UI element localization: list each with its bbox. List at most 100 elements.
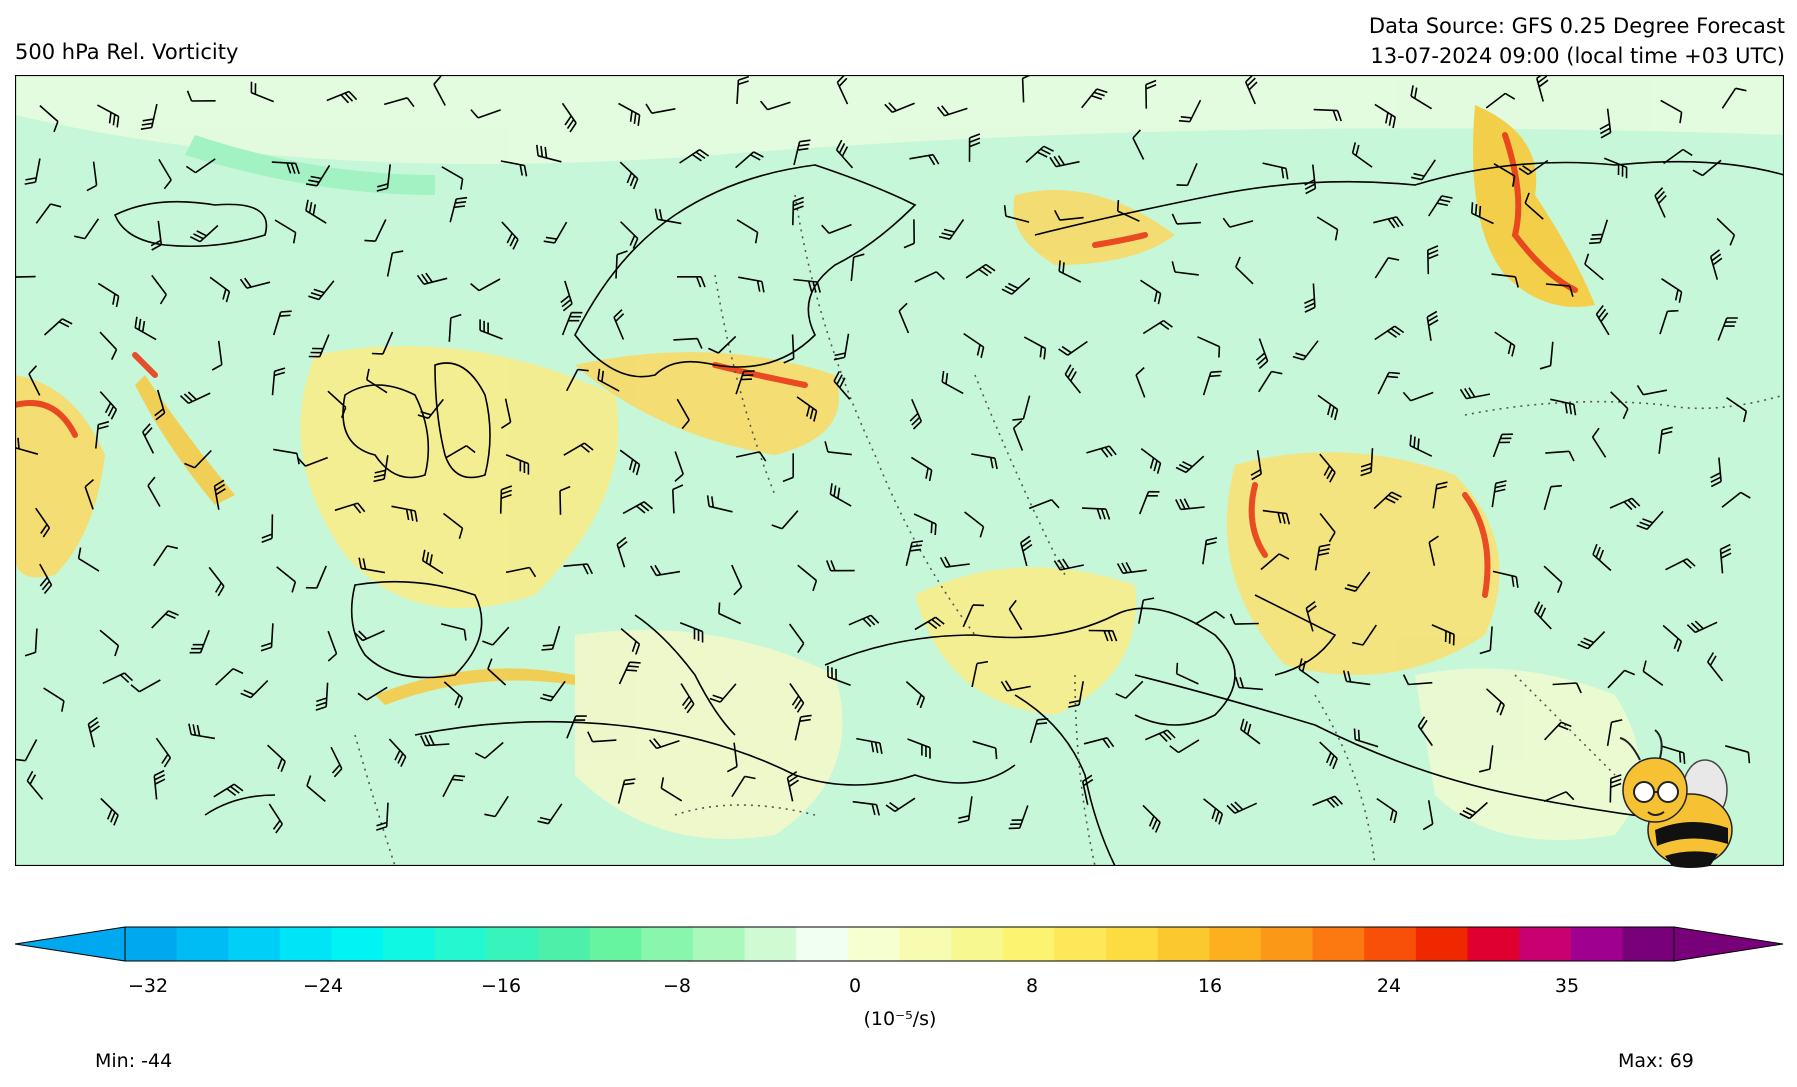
wind-barbs — [15, 75, 1751, 834]
wind-barb — [971, 660, 989, 688]
wind-barb — [1577, 631, 1606, 650]
wind-barb — [963, 332, 985, 358]
wind-barb — [1485, 92, 1516, 109]
wind-barb — [327, 390, 347, 418]
wind-barb — [1144, 729, 1176, 742]
wind-barb — [1479, 626, 1493, 655]
wind-barb — [1374, 103, 1396, 129]
wind-barb — [1008, 805, 1029, 830]
wind-barb — [788, 623, 805, 654]
wind-barb — [1607, 669, 1636, 689]
wind-barb — [213, 783, 244, 798]
wind-barb — [541, 625, 561, 651]
wind-barb — [1258, 370, 1283, 393]
wind-barb — [84, 478, 95, 510]
wind-barb — [15, 437, 39, 455]
colorbar-segment — [744, 927, 797, 961]
wind-barb — [130, 679, 161, 693]
wind-barb — [709, 683, 737, 703]
wind-barb — [679, 622, 704, 643]
colorbar-segment — [1106, 927, 1159, 961]
wind-barb — [566, 715, 587, 739]
wind-barb — [186, 90, 216, 102]
wind-barb — [736, 219, 759, 244]
wind-barb — [102, 672, 134, 685]
wind-barb — [1431, 624, 1455, 646]
wind-barb — [825, 560, 855, 572]
wind-barb — [1409, 434, 1433, 457]
wind-barb — [1636, 384, 1668, 396]
wind-barb — [706, 495, 733, 513]
wind-barb — [1317, 394, 1339, 421]
wind-barb — [1353, 728, 1379, 748]
wind-barb — [357, 686, 388, 701]
coastlines — [113, 160, 1784, 866]
wind-barb — [267, 744, 286, 772]
wind-barb — [1175, 455, 1205, 474]
wind-barb — [1203, 798, 1224, 825]
wind-barb — [676, 398, 690, 430]
wind-barb — [1432, 481, 1448, 509]
wind-barb — [1081, 88, 1108, 109]
wind-barb — [913, 513, 937, 536]
wind-barb — [1411, 159, 1436, 181]
wind-barb — [1491, 273, 1519, 288]
wind-barb — [789, 683, 805, 713]
wind-barb — [1292, 340, 1319, 361]
wind-barb — [1028, 498, 1060, 510]
wind-barb — [420, 734, 450, 747]
wind-barb — [150, 220, 163, 251]
colorbar-segment — [1467, 927, 1520, 961]
wind-barb — [35, 507, 51, 538]
wind-barb — [1176, 162, 1198, 187]
wind-barb — [561, 311, 583, 336]
wind-barb — [543, 221, 568, 244]
wind-barb — [1003, 205, 1030, 223]
wind-barb — [1169, 739, 1200, 754]
wind-barb — [1726, 396, 1748, 423]
wind-barb — [909, 153, 940, 166]
wind-barb — [1115, 680, 1144, 699]
wind-barb — [1235, 256, 1254, 285]
wind-barb — [1592, 543, 1612, 572]
wind-barb — [613, 309, 625, 340]
wind-barb — [735, 370, 755, 395]
colorbar-segment — [538, 927, 591, 961]
wind-barb — [1197, 336, 1221, 358]
wind-barb — [1175, 498, 1205, 511]
wind-barb — [1313, 108, 1342, 122]
wind-barb — [1178, 99, 1202, 123]
wind-barb — [433, 75, 446, 106]
wind-barb — [272, 310, 292, 336]
wind-barb — [271, 161, 300, 175]
wind-barb — [1543, 484, 1562, 511]
wind-barb — [1140, 448, 1162, 474]
wind-barb — [376, 802, 389, 831]
wind-barb — [1410, 85, 1433, 110]
wind-barb — [856, 737, 883, 754]
wind-barb — [1053, 558, 1084, 571]
wind-barb — [1064, 364, 1082, 394]
wind-barb — [619, 161, 639, 190]
wind-barb — [884, 102, 915, 114]
wind-barb — [386, 250, 404, 277]
wind-barb — [1250, 450, 1262, 481]
wind-barb — [421, 549, 444, 575]
wind-barb — [852, 800, 880, 816]
wind-barb — [1524, 192, 1544, 220]
colorbar-segment — [383, 927, 436, 961]
wind-barb — [1235, 676, 1263, 691]
wind-barb — [907, 738, 931, 759]
colorbar-segment — [228, 927, 281, 961]
wind-barb — [500, 160, 528, 177]
colorbar-segment — [899, 927, 952, 961]
wind-barb — [211, 340, 223, 371]
wind-barb — [821, 223, 852, 235]
wind-barb — [366, 368, 388, 394]
colorbar-tick-label: −16 — [480, 975, 522, 997]
wind-barb — [618, 661, 641, 685]
wind-barb — [680, 683, 695, 714]
wind-barb — [1721, 491, 1751, 508]
wind-barb — [1020, 535, 1033, 567]
colorbar-tick-label: 0 — [848, 975, 862, 997]
